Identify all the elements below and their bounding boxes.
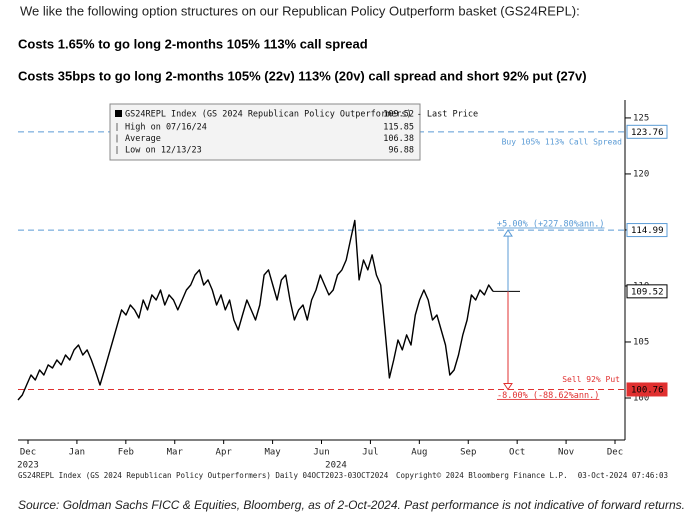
downside-arrow-head: [503, 382, 513, 391]
upside-arrow-head: [503, 229, 513, 237]
y-tick-label: 105: [633, 337, 649, 347]
footer-copyright: Copyright© 2024 Bloomberg Finance L.P.: [396, 471, 568, 480]
value-box: [626, 124, 668, 139]
x-tick-label: Sep: [460, 448, 476, 458]
x-tick-label: Jul: [362, 448, 378, 458]
legend-box: [109, 103, 421, 161]
reference-label: +5.00% (+227.80%ann.): [497, 220, 604, 230]
legend-value: 115.85: [383, 123, 414, 133]
legend-swatch: [115, 110, 122, 117]
value-box: [626, 382, 668, 397]
value-box-label: 114.99: [631, 226, 664, 236]
source: Source: Goldman Sachs FICC & Equities, B…: [18, 498, 685, 512]
x-tick-label: May: [264, 448, 281, 458]
footer-description: GS24REPL Index (GS 2024 Republican Polic…: [18, 471, 389, 480]
value-box-label: 109.52: [631, 287, 664, 297]
legend-label: GS24REPL Index (GS 2024 Republican Polic…: [125, 110, 478, 120]
reference-label: Buy 105% 113% Call Spread: [502, 137, 623, 146]
x-tick-label: Apr: [216, 448, 233, 458]
legend-value: 96.88: [388, 146, 414, 156]
x-tick-label: Jan: [69, 448, 85, 458]
y-tick-label: 125: [633, 113, 649, 123]
legend-value: 106.38: [383, 134, 414, 144]
headline: Costs 35bps to go long 2-months 105% (22…: [18, 68, 587, 83]
x-tick-label: Dec: [20, 448, 36, 458]
reference-label: Sell 92% Put: [562, 375, 620, 384]
year-label: 2024: [325, 461, 347, 471]
x-tick-label: Nov: [558, 448, 574, 458]
intro: We like the following option structures …: [20, 3, 580, 18]
value-box: [626, 223, 668, 238]
y-tick-label: 120: [633, 169, 649, 179]
value-box-label: 123.76: [631, 128, 664, 138]
x-tick-label: Aug: [411, 448, 427, 458]
x-tick-label: Feb: [118, 448, 134, 458]
legend-label: Average: [125, 134, 161, 144]
footer-timestamp: 03-Oct-2024 07:46:03: [578, 471, 668, 480]
x-tick-label: Jun: [313, 448, 329, 458]
x-tick-label: Oct: [509, 448, 525, 458]
headline: Costs 1.65% to go long 2-months 105% 113…: [18, 36, 368, 51]
price-line: [17, 219, 494, 401]
x-tick-label: Dec: [607, 448, 623, 458]
y-tick-label: 100: [633, 393, 649, 403]
legend-label: Low on 12/13/23: [125, 146, 202, 156]
reference-label: -8.00% (-88.62%ann.): [497, 391, 599, 401]
legend-label: High on 07/16/24: [125, 123, 207, 133]
value-box: [626, 284, 668, 299]
x-tick-label: Mar: [167, 448, 184, 458]
legend-value: 109.52: [383, 110, 414, 120]
year-label: 2023: [17, 461, 39, 471]
value-box-label: 100.76: [631, 385, 664, 395]
